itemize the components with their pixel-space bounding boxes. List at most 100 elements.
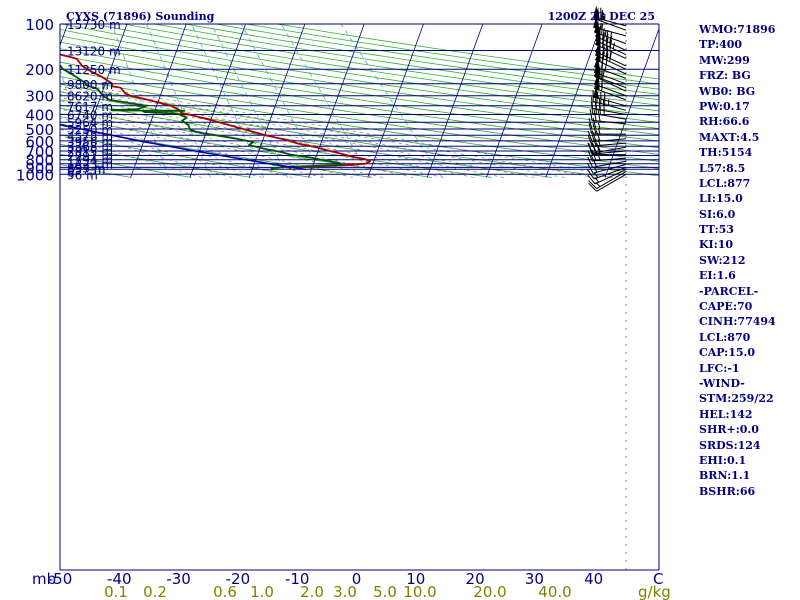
index-item: LCL:870: [699, 330, 751, 344]
wind-barb-half-flag: [593, 166, 598, 173]
index-item: L57:8.5: [699, 161, 746, 175]
index-item: EHI:0.1: [699, 453, 747, 467]
wind-barb-flag: [588, 180, 597, 189]
temperature-tick-label: -30: [166, 570, 191, 588]
height-label: 5250 m: [67, 123, 113, 137]
height-label: 9800 m: [67, 78, 113, 92]
mixing-ratio-tick-label: 0.1: [104, 583, 128, 600]
index-item: SW:212: [699, 253, 746, 267]
moist-adiabat: [60, 104, 384, 178]
mixing-ratio-tick-label: 10.0: [403, 583, 436, 600]
wind-barb: [587, 149, 627, 162]
wind-barb-staff: [592, 157, 627, 162]
pressure-tick-label: 400: [25, 107, 54, 125]
wind-barb-staff: [592, 120, 627, 125]
wind-barb-half-flag: [593, 172, 599, 178]
wind-barb: [591, 101, 627, 120]
mixing-ratio-tick-label: 2.0: [300, 583, 324, 600]
mixing-ratio-line: [191, 24, 265, 178]
wind-barb: [587, 155, 627, 168]
index-item: SI:6.0: [699, 207, 736, 221]
mixing-ratio-line: [111, 24, 169, 178]
wind-barb-pennant: [594, 77, 600, 91]
wind-barb-flag: [605, 45, 609, 57]
wind-barb-staff: [593, 101, 627, 111]
height-label: 3956 m: [67, 135, 113, 149]
dry-adiabat: [60, 48, 659, 142]
wind-barb-half-flag: [597, 139, 601, 146]
wind-barb: [592, 90, 627, 111]
wind-barb-flag: [605, 34, 609, 46]
index-item: MAXT:4.5: [699, 130, 760, 144]
wind-barb-flag: [601, 23, 603, 35]
wind-barb-half-flag: [604, 29, 607, 37]
dry-adiabat: [60, 164, 132, 178]
index-item: TH:5154: [699, 146, 753, 160]
wind-barb: [587, 169, 627, 185]
dry-adiabat: [60, 68, 659, 162]
mixing-ratio-tick-label: 40.0: [538, 583, 571, 600]
dry-adiabat: [60, 41, 659, 136]
index-item: -WIND-: [699, 376, 745, 390]
mixing-ratio-line: [60, 67, 92, 178]
wind-barb: [588, 143, 626, 156]
pressure-tick-label: 100: [25, 16, 54, 34]
mixing-ratio-tick-labels: 0.1 0.2 0.6 1.0 2.0 3.0 5.0 10.0 20.0 40.0: [104, 583, 572, 600]
pressure-tick-label: 900: [25, 159, 54, 177]
index-item: MW:299: [699, 53, 750, 67]
wind-barb-flag: [589, 109, 593, 121]
dry-adiabat: [62, 24, 659, 118]
moist-adiabat: [60, 128, 233, 178]
mixing-ratio-tick-label: 5.0: [373, 583, 397, 600]
sounding-profiles: [60, 53, 372, 171]
wind-barb-flag: [591, 130, 597, 142]
wind-barb-staff: [593, 166, 627, 180]
index-item: CINH:77494: [699, 315, 776, 329]
mixing-ratio-unit: g/kg: [638, 583, 671, 600]
dry-adiabat: [92, 24, 659, 112]
wind-barb-flag: [595, 130, 601, 142]
pressure-tick-label: 600: [25, 133, 54, 151]
moist-adiabat: [60, 91, 505, 178]
wind-barb-staff: [593, 18, 627, 31]
wind-barb-flag: [597, 110, 601, 122]
wind-barb-half-flag: [598, 122, 601, 130]
wind-barb: [593, 77, 627, 101]
index-item: HEL:142: [699, 407, 753, 421]
thermo-grid: [60, 24, 659, 178]
mixing-ratio-tick-label: 3.0: [333, 583, 357, 600]
wind-barb-staff: [592, 150, 627, 155]
moist-adiabat: [60, 80, 625, 178]
height-label: 11250 m: [67, 63, 121, 77]
wind-barb: [586, 163, 627, 174]
height-label: 6740 m: [67, 109, 113, 123]
mixing-ratio-tick-label: 1.0: [250, 583, 274, 600]
wind-barb-staff: [593, 96, 627, 107]
mixing-ratio-line: [280, 24, 372, 178]
wind-barb-flag: [605, 48, 609, 60]
temperature-tick-label: 10: [406, 570, 425, 588]
wind-barb: [588, 171, 627, 190]
pressure-axis-unit: mb: [32, 570, 56, 588]
wind-barb-flag: [587, 130, 593, 142]
wind-barb-staff: [592, 108, 627, 115]
moist-adiabat: [60, 85, 565, 178]
wind-barb-flag: [591, 155, 597, 167]
temperature-tick-labels: -50 -40 -30 -20 -10 0 10 20 30 40: [48, 570, 603, 588]
wind-barb-flag: [605, 38, 609, 50]
index-item: LI:15.0: [699, 192, 743, 206]
index-item: CAPE:70: [699, 300, 753, 314]
wind-barb: [593, 7, 627, 31]
wind-barb-flag: [609, 39, 613, 52]
temperature-axis-end-label: C: [653, 570, 663, 588]
wind-barb-half-flag: [597, 154, 601, 161]
index-item: KI:10: [699, 238, 734, 252]
wind-barb-flag: [587, 156, 593, 168]
wind-barb-flag: [588, 182, 597, 192]
moist-adiabat: [60, 113, 323, 178]
wind-barb-flag: [609, 50, 613, 62]
wind-barb-pennant: [595, 48, 601, 63]
index-item: TP:400: [699, 38, 743, 52]
dry-adiabat: [60, 153, 192, 178]
